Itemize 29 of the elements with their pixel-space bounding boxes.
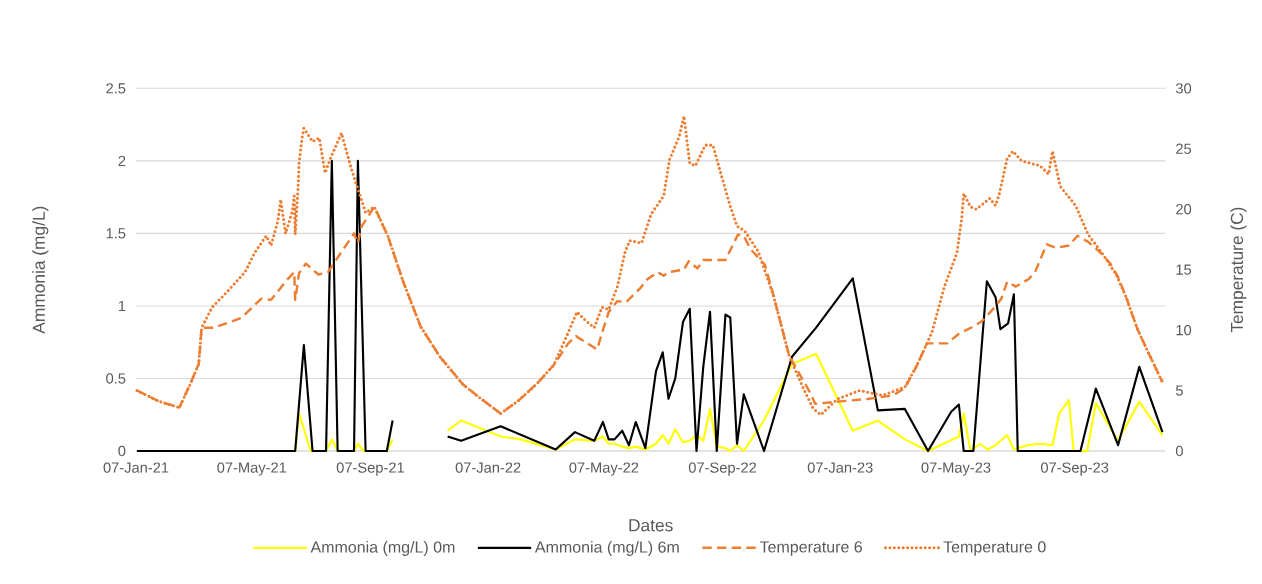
x-tick-label: 07-May-21	[217, 462, 287, 476]
y-tick-label: 0	[118, 445, 126, 457]
y2-tick-label: 20	[1176, 204, 1192, 215]
x-tick-label: 07-Sep-23	[1040, 462, 1109, 476]
x-tick-label: 07-May-22	[569, 462, 639, 476]
y-tick-label: 2	[118, 155, 126, 166]
y-tick-label: 0.5	[106, 373, 126, 384]
y-axis-title: Ammonia (mg/L)	[32, 206, 49, 334]
y-tick-label: 1.5	[106, 228, 126, 239]
x-axis-title: Dates	[629, 519, 673, 532]
y2-tick-label: 15	[1176, 264, 1192, 275]
y2-tick-label: 10	[1176, 324, 1192, 336]
y-tick-label: 2.5	[106, 83, 126, 94]
y2-tick-label: 25	[1176, 143, 1192, 154]
x-tick-label: 07-Jan-21	[103, 462, 169, 473]
x-tick-label: 07-Jan-22	[455, 462, 521, 473]
y2-axis-title: Temperature (C)	[1230, 207, 1247, 333]
y-tick-label: 1	[118, 300, 126, 311]
legend-label: Ammonia (mg/L) 0m	[310, 541, 455, 556]
legend-label: Ammonia (mg/L) 6m	[534, 541, 679, 556]
y2-tick-label: 5	[1175, 385, 1183, 396]
y2-tick-label: 0	[1175, 445, 1183, 457]
legend-label: Temperature 0	[943, 541, 1046, 556]
x-tick-label: 07-Sep-21	[336, 462, 404, 476]
x-tick-label: 07-Jan-23	[807, 462, 873, 473]
x-tick-label: 07-May-23	[921, 462, 991, 476]
x-tick-label: 07-Sep-22	[688, 462, 757, 476]
legend-label: Temperature 6	[759, 541, 862, 556]
y2-tick-label: 30	[1175, 83, 1192, 94]
